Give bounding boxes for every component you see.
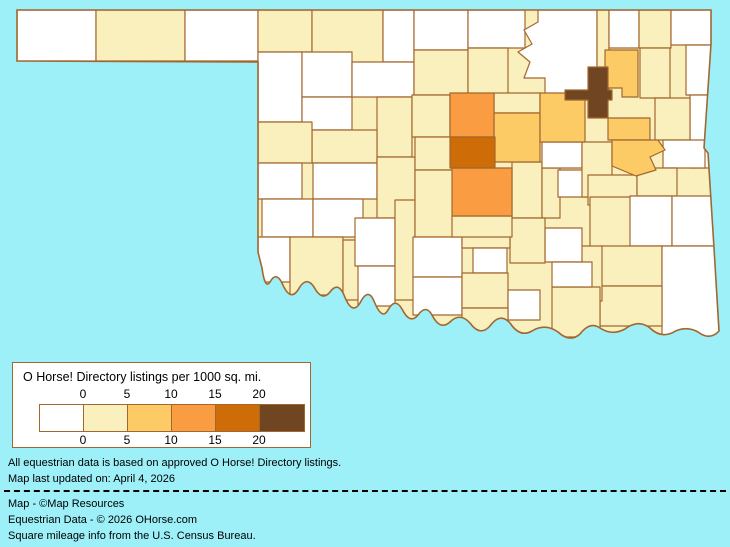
- county-johnston: [551, 261, 593, 288]
- county-pottawatomie: [511, 161, 543, 219]
- county-roger-mills: [257, 121, 313, 164]
- county-bryan: [551, 286, 601, 338]
- county-comanche: [354, 217, 396, 267]
- county-jefferson: [412, 276, 463, 316]
- county-cherokee: [654, 97, 691, 141]
- legend-tick-label: 20: [252, 387, 266, 401]
- legend-tick-label: 5: [123, 387, 131, 401]
- county-beaver: [184, 10, 259, 62]
- county-tulsa: [564, 66, 613, 119]
- county-woodward: [301, 51, 353, 98]
- legend-ticks-top: 0 5 10 15 20: [39, 387, 305, 401]
- legend-swatch: [40, 405, 84, 431]
- county-mcclain: [451, 215, 513, 238]
- county-cleveland: [451, 167, 513, 217]
- county-leflore: [671, 195, 715, 247]
- county-noble: [467, 47, 509, 96]
- legend-title: O Horse! Directory listings per 1000 sq.…: [23, 370, 262, 384]
- oklahoma-county-map: [16, 9, 720, 339]
- county-kingfisher: [411, 94, 451, 138]
- county-stephens: [412, 236, 463, 278]
- county-cimarron: [17, 10, 97, 62]
- county-filler-sw: [394, 199, 416, 301]
- county-texas: [95, 10, 186, 62]
- county-major: [351, 61, 415, 98]
- county-cotton: [357, 265, 396, 307]
- legend-ticks-bottom: 0 5 10 15 20: [39, 433, 305, 447]
- county-mccurtain: [661, 245, 719, 339]
- county-coal: [544, 227, 583, 263]
- credit-map: Map - ©Map Resources: [8, 498, 125, 510]
- legend-tick-label: 10: [164, 433, 178, 447]
- county-greer: [261, 198, 314, 238]
- legend-tick-label: 20: [252, 433, 266, 447]
- legend-tick-label: 5: [123, 433, 131, 447]
- credit-equestrian-data: Equestrian Data - © 2026 OHorse.com: [8, 514, 198, 526]
- county-muskogee: [611, 139, 666, 177]
- county-grant: [413, 10, 469, 51]
- county-lincoln: [493, 112, 541, 163]
- county-ottawa: [670, 10, 713, 46]
- county-layer: [17, 10, 719, 339]
- legend-swatch: [128, 405, 172, 431]
- county-canadian: [414, 136, 453, 171]
- legend-tick-label: 0: [79, 433, 87, 447]
- county-latimer: [629, 195, 673, 247]
- legend-swatch: [84, 405, 128, 431]
- state-outline: [16, 9, 720, 339]
- county-wagoner: [607, 117, 651, 141]
- legend-tick-label: 0: [79, 387, 87, 401]
- county-logan: [449, 92, 495, 138]
- county-pushmataha: [599, 245, 663, 287]
- county-alfalfa: [382, 10, 415, 63]
- county-pittsburg: [589, 196, 636, 248]
- county-sequoyah: [662, 139, 706, 169]
- county-harper: [257, 10, 313, 53]
- county-seminole: [541, 167, 561, 219]
- county-oklahoma: [449, 136, 496, 169]
- county-nowata: [608, 10, 640, 49]
- credit-square-mileage: Square mileage info from the U.S. Census…: [8, 530, 256, 542]
- county-pontotoc: [509, 217, 546, 264]
- county-beckham: [257, 162, 303, 200]
- county-washita: [312, 162, 378, 200]
- county-craig: [638, 10, 672, 49]
- legend-tick-label: 10: [164, 387, 178, 401]
- county-okfuskee: [541, 141, 583, 169]
- legend-tick-label: 15: [208, 387, 222, 401]
- county-custer: [311, 129, 378, 164]
- county-payne: [493, 92, 541, 114]
- county-jackson: [289, 236, 344, 296]
- county-carter: [461, 272, 509, 309]
- county-murray: [472, 247, 508, 274]
- legend-swatch: [172, 405, 216, 431]
- legend-tick-label: 15: [208, 433, 222, 447]
- note-last-updated: Map last updated on: April 4, 2026: [8, 473, 175, 485]
- legend-swatch: [216, 405, 260, 431]
- legend-color-bar: [39, 404, 305, 432]
- note-data-source: All equestrian data is based on approved…: [8, 457, 342, 469]
- county-kay: [467, 10, 526, 49]
- dashed-separator: [4, 490, 726, 492]
- legend-swatch: [260, 405, 304, 431]
- county-blaine: [376, 96, 413, 158]
- county-choctaw: [599, 285, 663, 327]
- county-marshall: [507, 289, 541, 321]
- county-garfield: [413, 49, 469, 96]
- county-mayes: [639, 47, 671, 99]
- map-legend: O Horse! Directory listings per 1000 sq.…: [12, 362, 311, 448]
- county-ellis: [257, 51, 303, 123]
